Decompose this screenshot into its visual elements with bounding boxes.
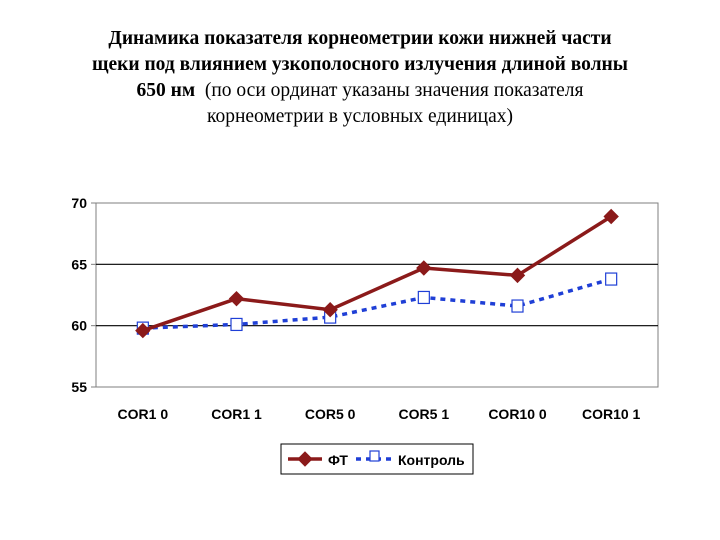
series-ft [135, 208, 619, 339]
title-line-3: 650 нм (по оси ординат указаны значения … [20, 78, 700, 104]
x-tick-label: COR1 1 [211, 406, 262, 422]
y-tick-label: 55 [71, 379, 87, 395]
data-point [511, 299, 524, 313]
data-point [603, 208, 619, 225]
y-tick-label: 70 [71, 195, 87, 211]
title-wavelength: 650 нм [136, 80, 196, 101]
data-point [509, 267, 526, 284]
x-tick-label: COR10 1 [582, 406, 641, 422]
chart-title: Динамика показателя корнеометрии кожи ни… [20, 26, 700, 130]
x-tick-label: COR5 1 [399, 406, 450, 422]
data-point [416, 260, 432, 276]
plot-area [95, 202, 659, 388]
y-tick-label: 65 [71, 256, 87, 272]
y-axis-ticks: 55 60 65 70 [71, 195, 96, 395]
legend-items: ФТ Контроль [288, 450, 465, 468]
data-point [228, 290, 245, 307]
x-tick-label: COR1 0 [118, 406, 169, 422]
title-line-2: щеки под влиянием узкополосного излучени… [91, 54, 628, 75]
y-tick-label: 60 [71, 318, 87, 334]
title-note: (по оси ординат указаны значения показат… [204, 80, 584, 101]
data-point [605, 272, 618, 286]
title-line-4: корнеометрии в условных единицах) [206, 106, 513, 127]
data-point [322, 302, 338, 318]
data-point [417, 290, 430, 305]
data-point [135, 322, 151, 339]
legend: ФТ Контроль [280, 443, 474, 475]
series-line [142, 277, 612, 330]
title-line-1: Динамика показателя корнеометрии кожи ни… [108, 28, 612, 49]
x-tick-label: COR10 0 [488, 406, 547, 422]
gridlines [96, 263, 658, 327]
legend-marker-control [369, 450, 380, 462]
x-tick-label: COR5 0 [305, 406, 356, 422]
series-group [135, 208, 619, 339]
legend-label-ft: ФТ [328, 452, 348, 468]
legend-label-control: Контроль [398, 452, 465, 468]
legend-marker-ft [297, 451, 313, 467]
x-axis-ticks: COR1 0 COR1 1 COR5 0 COR5 1 COR10 0 COR10 1 [118, 406, 641, 422]
data-point [230, 317, 243, 332]
series-line [142, 215, 613, 333]
